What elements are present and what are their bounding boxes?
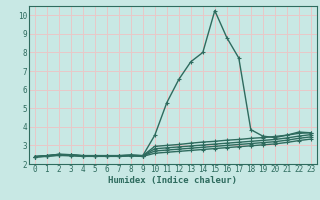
- X-axis label: Humidex (Indice chaleur): Humidex (Indice chaleur): [108, 176, 237, 185]
